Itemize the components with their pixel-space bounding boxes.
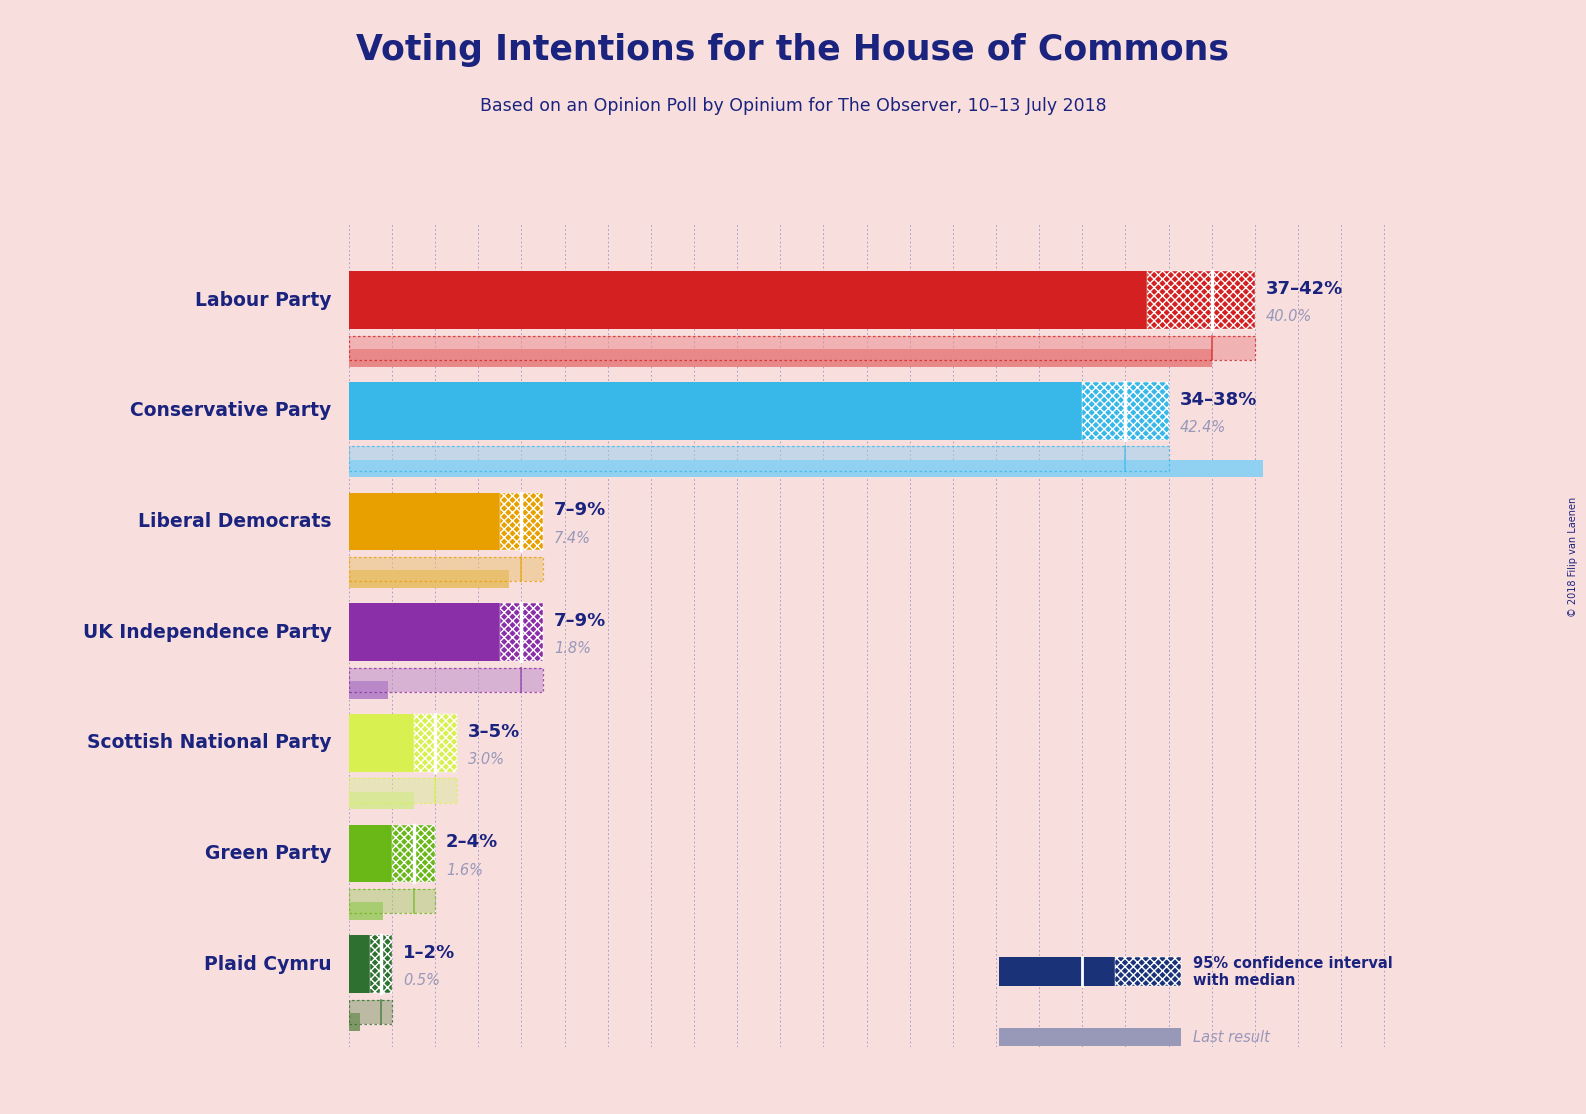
Text: Plaid Cymru: Plaid Cymru [205,955,331,974]
Bar [349,557,542,582]
Bar [349,999,392,1024]
Bar [349,681,387,698]
Bar [414,714,457,772]
Bar [349,889,435,913]
Text: 1.8%: 1.8% [554,642,592,656]
Bar [349,570,509,588]
Text: 0.5%: 0.5% [403,974,439,988]
Bar [349,349,1212,367]
Text: 37–42%: 37–42% [1266,281,1343,299]
Bar [999,957,1115,987]
Bar [1082,382,1169,440]
Bar [999,1028,1180,1046]
Text: 42.4%: 42.4% [1180,420,1226,434]
Bar [349,714,414,772]
Text: 7–9%: 7–9% [554,613,606,631]
Text: Based on an Opinion Poll by Opinium for The Observer, 10–13 July 2018: Based on an Opinion Poll by Opinium for … [479,97,1107,115]
Bar [392,824,435,882]
Bar [349,447,1169,470]
Text: 3.0%: 3.0% [468,752,504,766]
Text: Liberal Democrats: Liberal Democrats [138,512,331,531]
Bar [500,492,542,550]
Text: 1–2%: 1–2% [403,944,455,962]
Bar [1147,272,1255,329]
Bar [349,382,1082,440]
Text: Labour Party: Labour Party [195,291,331,310]
Text: 7–9%: 7–9% [554,501,606,519]
Bar [349,447,1169,470]
Text: © 2018 Filip van Laenen: © 2018 Filip van Laenen [1569,497,1578,617]
Bar [349,557,542,582]
Bar [349,604,500,661]
Bar [1115,957,1180,987]
Bar [349,824,392,882]
Bar [349,936,371,993]
Bar [349,792,414,809]
Bar [349,779,457,802]
Bar [349,335,1255,360]
Text: 1.6%: 1.6% [446,862,484,878]
Bar [349,889,435,913]
Bar [349,460,1264,477]
Bar [349,272,1147,329]
Text: 95% confidence interval
with median: 95% confidence interval with median [1193,956,1393,988]
Text: 7.4%: 7.4% [554,530,592,546]
Text: Scottish National Party: Scottish National Party [87,733,331,752]
Text: UK Independence Party: UK Independence Party [82,623,331,642]
Text: 34–38%: 34–38% [1180,391,1256,409]
Bar [349,667,542,692]
Text: Voting Intentions for the House of Commons: Voting Intentions for the House of Commo… [357,33,1229,67]
Bar [349,335,1255,360]
Text: 40.0%: 40.0% [1266,310,1312,324]
Bar [349,492,500,550]
Bar [349,999,392,1024]
Text: Green Party: Green Party [205,844,331,863]
Bar [500,604,542,661]
Bar [349,902,384,920]
Bar [349,779,457,802]
Text: 3–5%: 3–5% [468,723,520,741]
Bar [349,1013,360,1030]
Text: Conservative Party: Conservative Party [130,401,331,420]
Text: Last result: Last result [1193,1029,1270,1045]
Bar [371,936,392,993]
Bar [349,667,542,692]
Text: 2–4%: 2–4% [446,833,498,851]
